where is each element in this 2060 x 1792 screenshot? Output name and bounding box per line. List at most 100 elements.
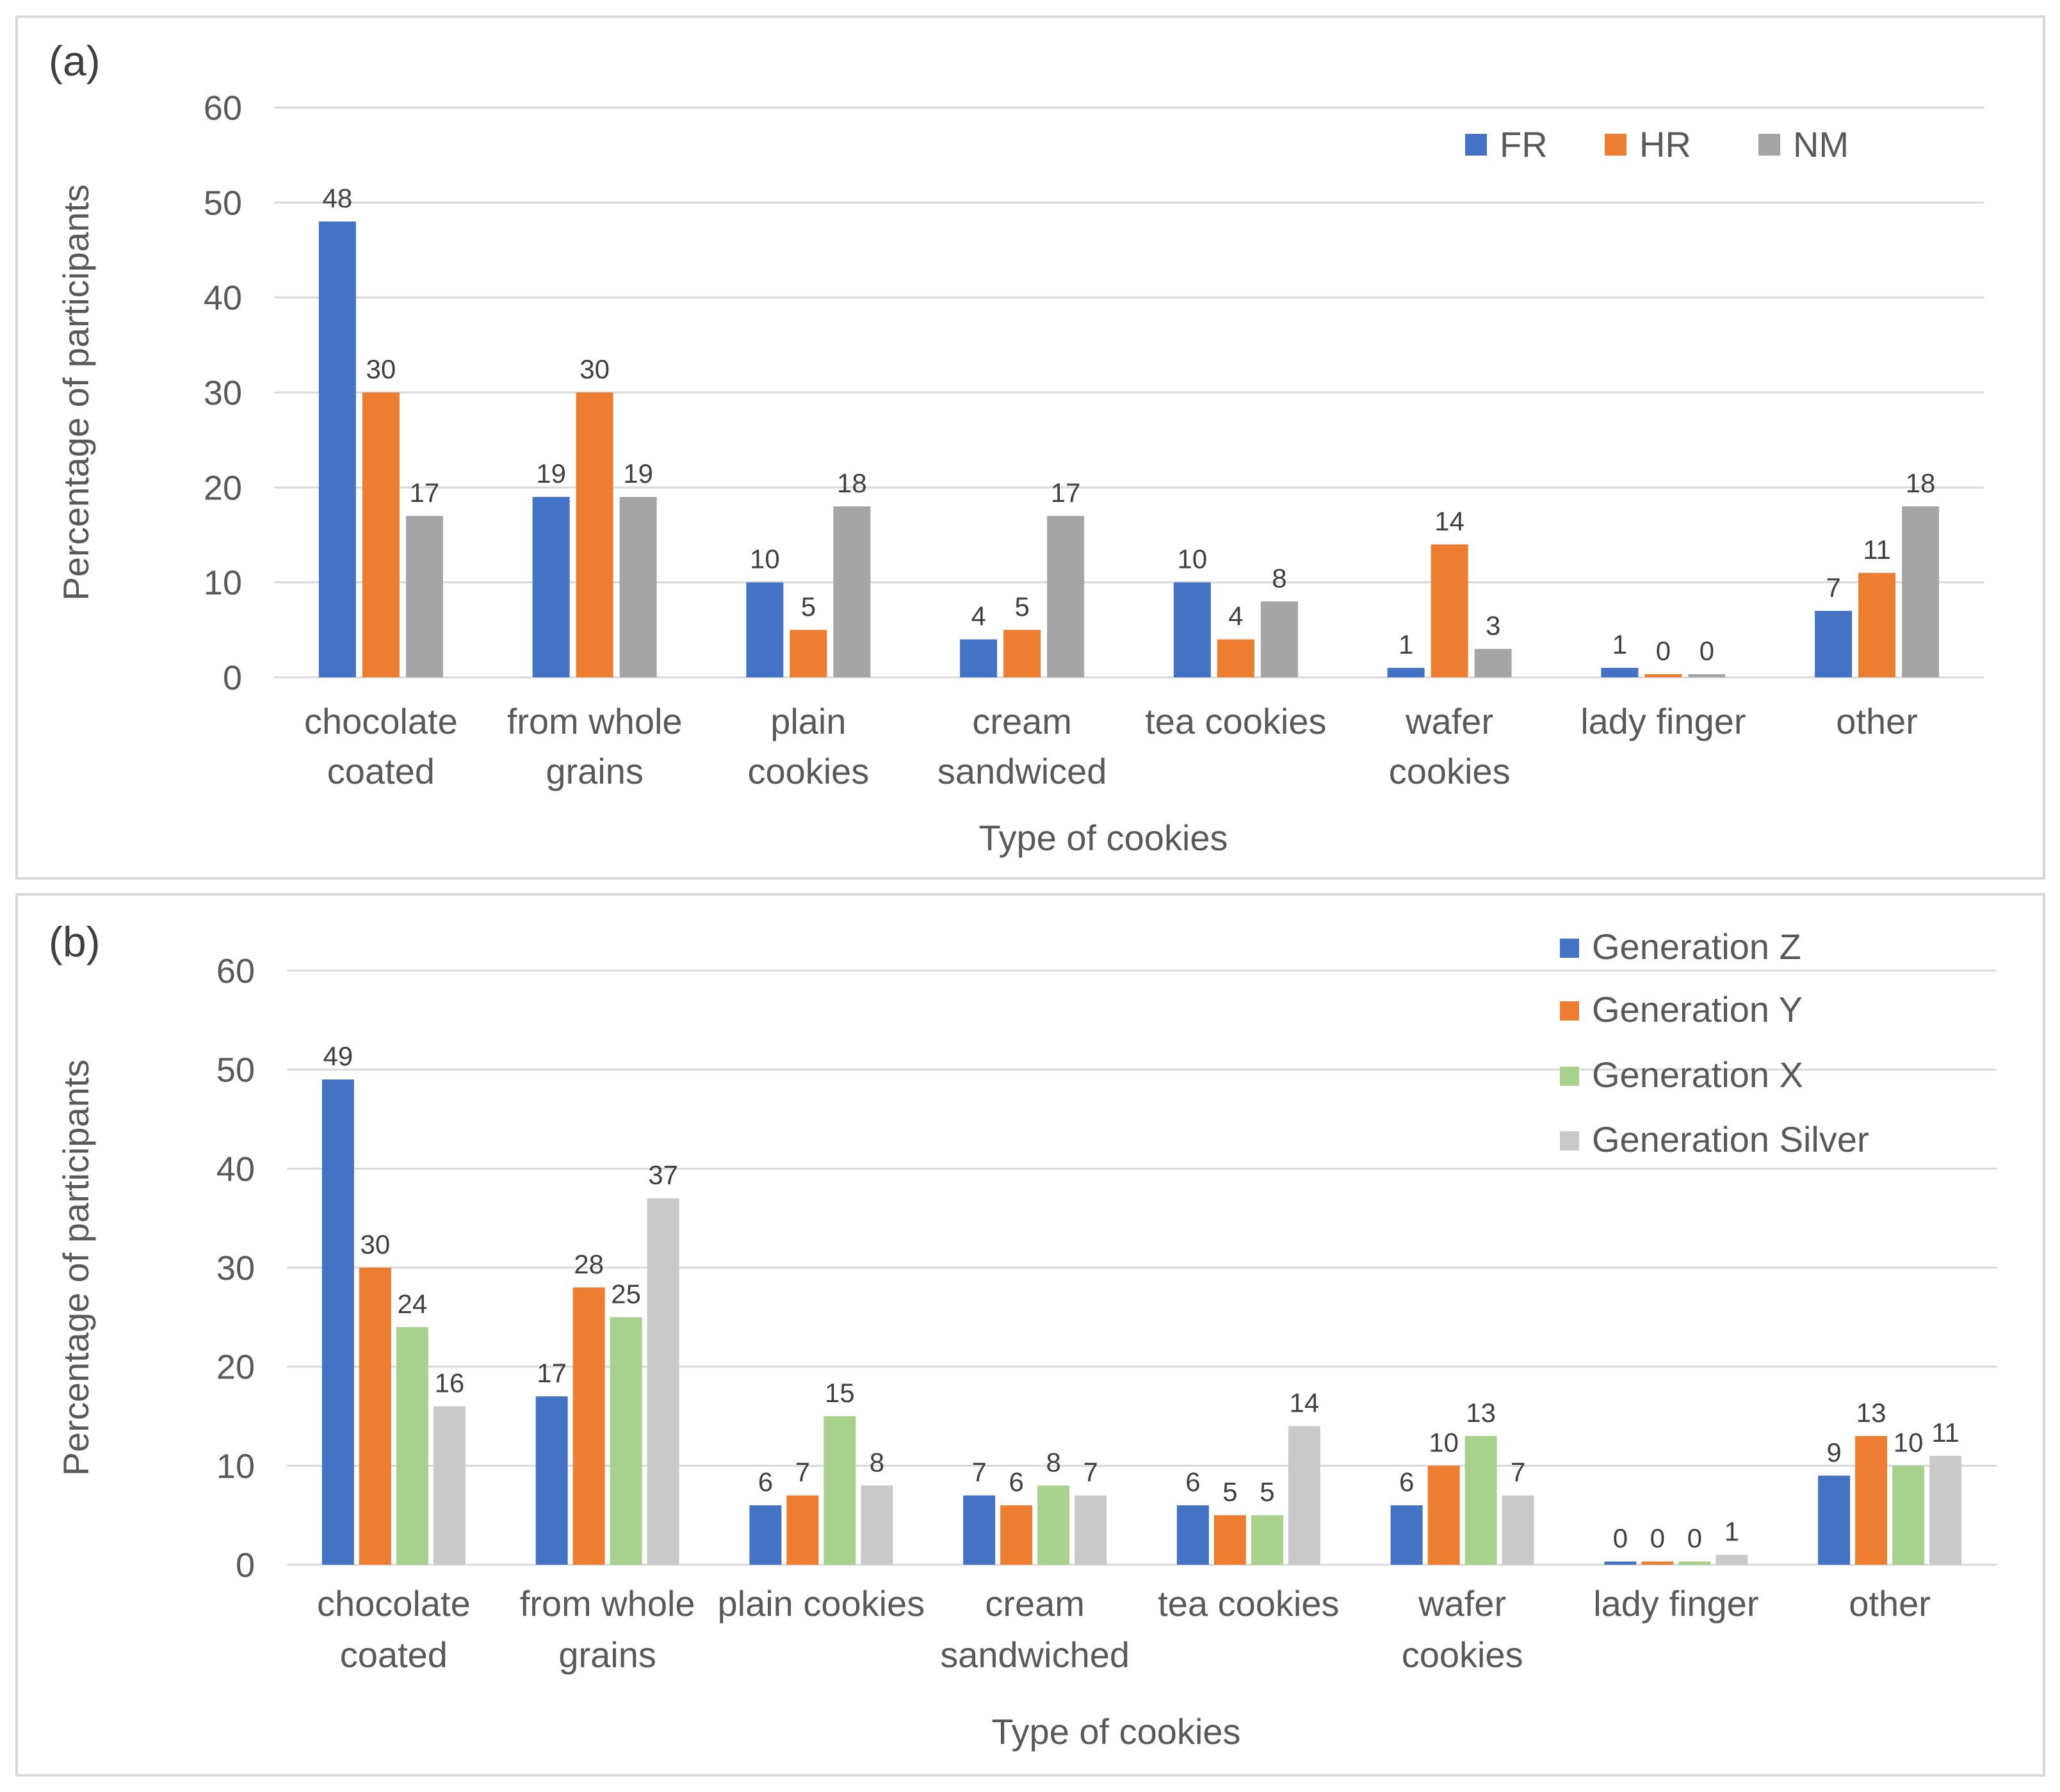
data-label: 15 (825, 1378, 855, 1408)
y-tick-label: 60 (204, 89, 242, 127)
bar (572, 1287, 605, 1565)
bar (535, 1396, 568, 1565)
data-label: 14 (1434, 506, 1464, 536)
panel-label: (a) (49, 37, 101, 85)
data-label: 10 (750, 544, 780, 574)
category-label: sandwiched (940, 1635, 1130, 1675)
data-label: 7 (795, 1457, 810, 1487)
legend-label: NM (1793, 124, 1849, 165)
bar (1217, 639, 1254, 677)
data-label: 1 (1724, 1517, 1739, 1547)
category-label: chocolate (304, 701, 458, 741)
data-label: 13 (1466, 1398, 1496, 1428)
category-label: cookies (1402, 1635, 1523, 1675)
data-label: 0 (1613, 1523, 1628, 1553)
category-label: sandwiced (937, 751, 1107, 791)
y-tick-label: 40 (204, 279, 242, 318)
legend-label: Generation Z (1592, 926, 1801, 967)
panel-label: (b) (49, 918, 101, 965)
data-label: 3 (1486, 611, 1500, 641)
bar (960, 639, 998, 677)
bar (790, 629, 827, 677)
data-label: 37 (648, 1160, 678, 1190)
bar (1474, 649, 1512, 677)
x-axis-title: Type of cookies (978, 818, 1228, 858)
bar (1047, 515, 1085, 677)
bar (1644, 674, 1682, 677)
y-tick-label: 20 (216, 1348, 255, 1387)
data-label: 0 (1687, 1523, 1702, 1553)
bar (405, 515, 443, 677)
data-label: 6 (1009, 1467, 1023, 1497)
data-label: 30 (361, 1229, 391, 1259)
data-label: 9 (1826, 1437, 1841, 1467)
data-label: 17 (1051, 478, 1081, 508)
bar (861, 1485, 893, 1565)
y-tick-label: 10 (216, 1447, 255, 1485)
legend-swatch (1560, 939, 1579, 958)
category-label: other (1849, 1583, 1931, 1624)
bar (1892, 1465, 1925, 1565)
data-label: 6 (1399, 1467, 1414, 1497)
category-label: cookies (1389, 751, 1511, 791)
legend-swatch (1560, 1131, 1579, 1150)
category-label: cream (972, 701, 1072, 741)
data-label: 8 (870, 1447, 884, 1477)
data-label: 16 (435, 1368, 465, 1398)
data-label: 30 (366, 354, 396, 384)
bar (1815, 611, 1853, 677)
category-label: coated (327, 751, 435, 791)
data-label: 7 (971, 1457, 986, 1487)
data-label: 8 (1046, 1447, 1060, 1477)
data-label: 49 (323, 1041, 353, 1071)
data-label: 4 (1228, 601, 1243, 631)
legend-label: Generation Silver (1592, 1119, 1869, 1159)
data-label: 19 (623, 458, 653, 488)
data-label: 17 (537, 1358, 567, 1388)
category-label: other (1836, 701, 1918, 741)
data-label: 5 (1260, 1477, 1274, 1507)
category-label: cookies (747, 751, 869, 791)
bar (963, 1495, 996, 1565)
bar (746, 582, 784, 677)
category-label: tea cookies (1158, 1583, 1339, 1624)
data-label: 13 (1856, 1398, 1886, 1428)
category-label: chocolate (317, 1583, 471, 1624)
bar (433, 1406, 466, 1565)
legend-swatch (1605, 134, 1626, 156)
category-label: wafer (1405, 701, 1493, 741)
legend-swatch (1465, 134, 1487, 156)
data-label: 28 (574, 1249, 604, 1279)
bar (1601, 668, 1639, 677)
data-label: 17 (410, 478, 440, 508)
bar (1431, 544, 1468, 677)
bar (1075, 1495, 1107, 1565)
bar (396, 1327, 428, 1565)
category-label: from whole (520, 1583, 695, 1624)
data-label: 48 (323, 183, 353, 213)
bar (1855, 1435, 1888, 1565)
bar (532, 497, 570, 677)
bar (1858, 572, 1896, 677)
bar (1000, 1505, 1033, 1565)
legend-label: Generation X (1592, 1054, 1803, 1095)
bar (1251, 1515, 1283, 1565)
bar (823, 1416, 856, 1565)
legend-label: Generation Y (1592, 989, 1803, 1029)
data-label: 5 (1222, 1477, 1237, 1507)
y-tick-label: 20 (204, 469, 242, 507)
data-label: 0 (1656, 636, 1671, 666)
data-label: 8 (1272, 563, 1286, 593)
data-label: 14 (1290, 1387, 1320, 1417)
data-label: 0 (1699, 636, 1714, 666)
data-label: 7 (1083, 1457, 1098, 1487)
bar (1213, 1515, 1246, 1565)
bar (610, 1317, 642, 1565)
legend-swatch (1560, 1067, 1579, 1086)
data-label: 7 (1511, 1457, 1525, 1487)
y-tick-label: 50 (204, 184, 242, 222)
y-axis-title: Percentage of participants (56, 184, 96, 601)
category-label: plain (770, 701, 846, 741)
